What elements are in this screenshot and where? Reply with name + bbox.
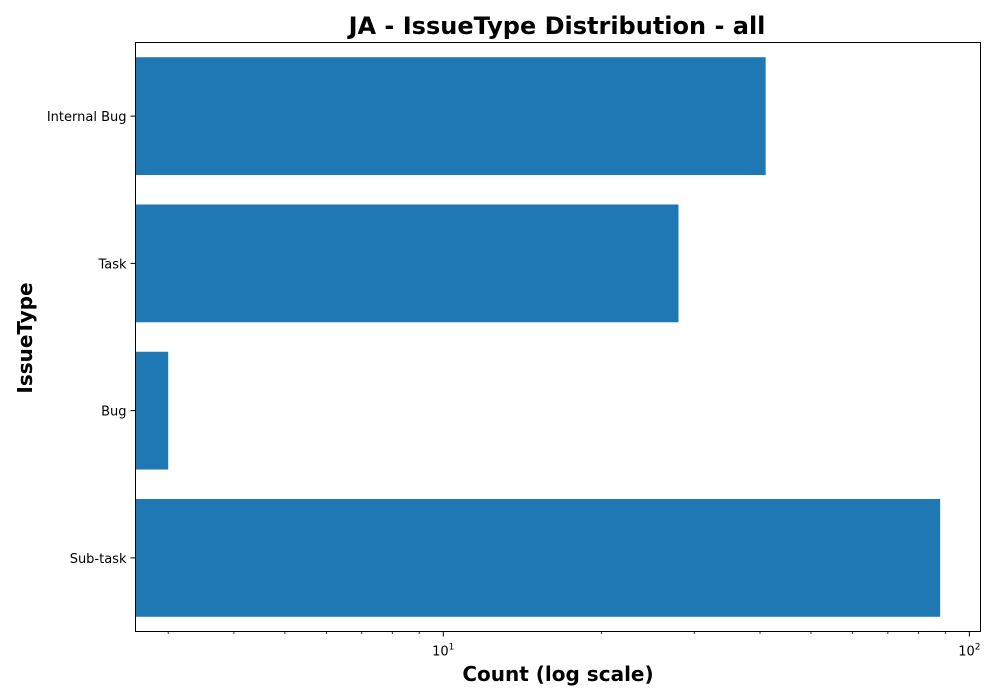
- bar-bug: [135, 351, 169, 470]
- x-tick-label: 101: [432, 643, 454, 660]
- y-axis-label: IssueType: [13, 282, 37, 393]
- bar-sub-task: [135, 498, 941, 617]
- bar-internal-bug: [135, 57, 766, 176]
- y-tick-label-task: Task: [97, 257, 127, 272]
- y-tick-label-sub-task: Sub-task: [70, 552, 127, 567]
- y-tick-label-bug: Bug: [101, 405, 126, 420]
- plot-frame: [135, 42, 981, 632]
- chart-title: JA - IssueType Distribution - all: [347, 12, 766, 40]
- bar-task: [135, 204, 679, 323]
- x-axis-label: Count (log scale): [462, 662, 653, 686]
- y-tick-label-internal-bug: Internal Bug: [47, 110, 127, 125]
- bars-group: [135, 57, 941, 617]
- y-axis-ticks: Internal Bug Task Bug Sub-task: [47, 110, 136, 567]
- x-tick-label: 102: [958, 643, 980, 660]
